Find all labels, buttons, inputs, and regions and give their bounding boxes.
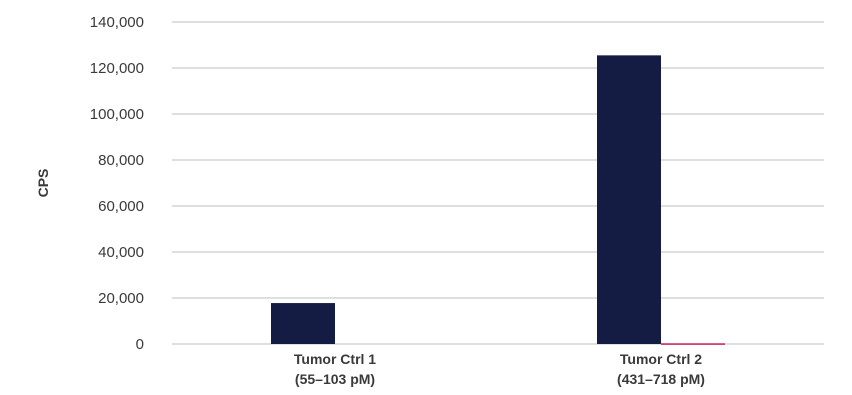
x-category-sublabel: (55–103 pM) [295, 371, 375, 387]
bar-series1-category2 [597, 55, 661, 344]
y-tick-label: 80,000 [98, 152, 144, 169]
y-tick-label: 40,000 [98, 244, 144, 261]
y-tick-label: 0 [136, 336, 144, 353]
bar-series1-category1 [271, 303, 335, 344]
x-axis-categories: Tumor Ctrl 1 (55–103 pM) Tumor Ctrl 2 (431–… [294, 351, 705, 387]
x-category-sublabel: (431–718 pM) [617, 371, 705, 387]
y-tick-label: 140,000 [90, 14, 144, 31]
gridlines [172, 21, 824, 345]
y-tick-label: 60,000 [98, 198, 144, 215]
y-tick-label: 20,000 [98, 290, 144, 307]
bars [271, 55, 725, 345]
x-category-label: Tumor Ctrl 2 [620, 351, 702, 367]
bar-series2-category2 [661, 343, 725, 345]
y-axis-title: CPS [35, 169, 51, 198]
y-axis-ticks: 0 20,000 40,000 60,000 80,000 100,000 120,000 1… [90, 14, 144, 353]
y-tick-label: 100,000 [90, 106, 144, 123]
y-tick-label: 120,000 [90, 60, 144, 77]
x-category-label: Tumor Ctrl 1 [294, 351, 376, 367]
